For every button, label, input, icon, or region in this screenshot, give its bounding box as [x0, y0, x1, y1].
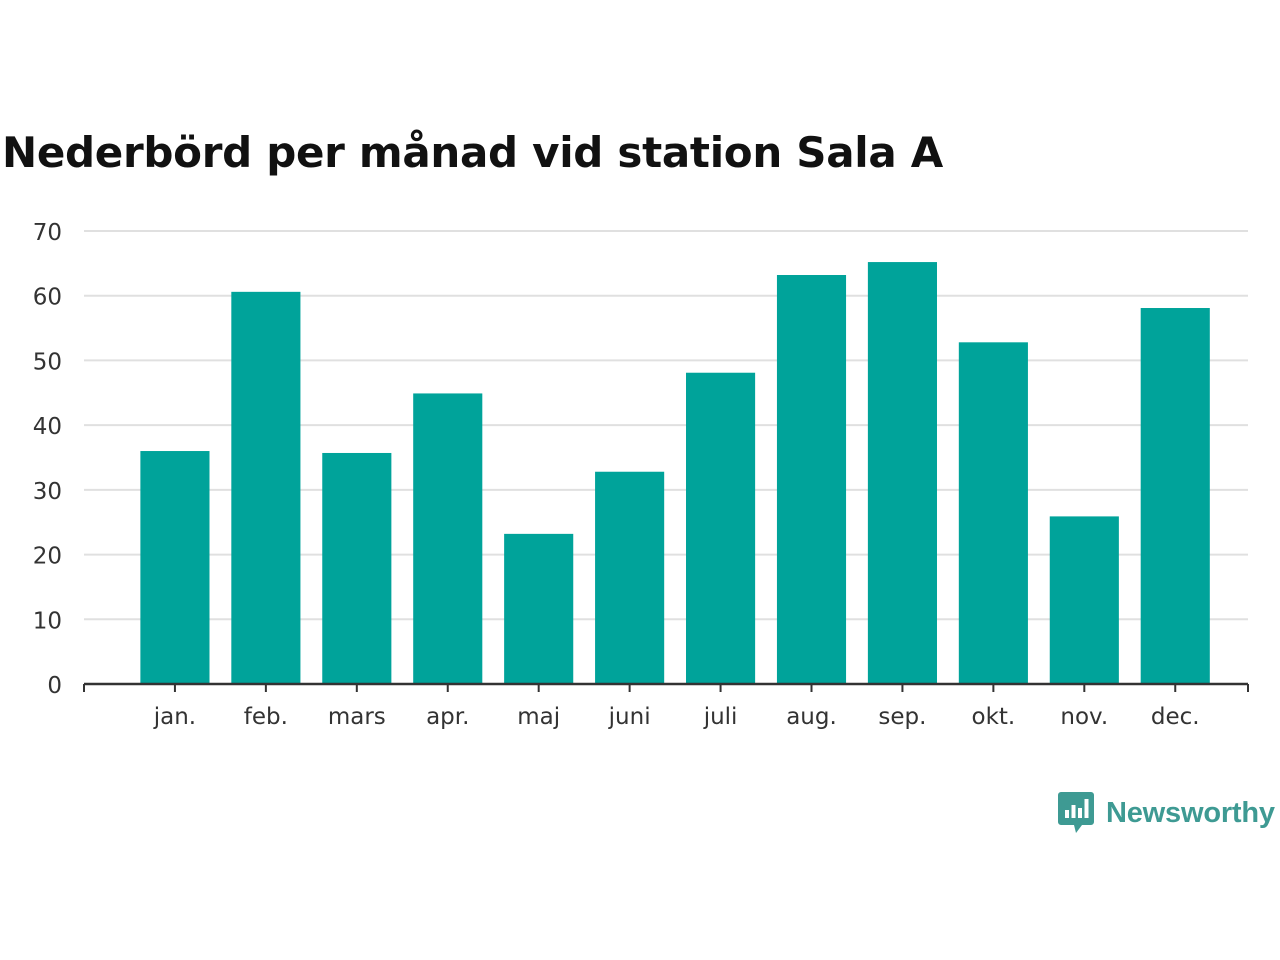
- bar-8: [867, 262, 937, 684]
- newsworthy-logo-icon: [1058, 792, 1094, 833]
- x-tick-label: nov.: [1060, 704, 1108, 730]
- x-tick-label: sep.: [878, 704, 926, 730]
- y-tick-label: 10: [33, 608, 62, 634]
- y-tick-label: 70: [33, 220, 62, 246]
- bar-11: [1140, 308, 1210, 684]
- bar-10: [1049, 516, 1119, 684]
- y-tick-label: 0: [47, 673, 62, 699]
- bar-0: [140, 451, 210, 684]
- x-tick-label: okt.: [972, 704, 1016, 730]
- y-tick-label: 20: [33, 544, 62, 570]
- bar-2: [322, 452, 392, 684]
- bar-1: [231, 291, 301, 684]
- brand-logo: Newsworthy: [1058, 790, 1275, 836]
- x-tick-label: feb.: [244, 704, 288, 730]
- x-tick-label: jan.: [153, 704, 196, 730]
- bar-5: [595, 471, 665, 684]
- y-tick-label: 30: [33, 479, 62, 505]
- bar-6: [686, 372, 756, 684]
- x-tick-label: aug.: [786, 704, 837, 730]
- x-tick-label: juni: [608, 704, 651, 730]
- x-tick-label: juli: [703, 704, 738, 730]
- x-tick-label: mars: [328, 704, 386, 730]
- x-tick-label: apr.: [426, 704, 469, 730]
- y-tick-label: 60: [33, 285, 62, 311]
- x-tick-label: maj: [517, 704, 560, 730]
- y-tick-label: 40: [33, 414, 62, 440]
- y-tick-label: 50: [33, 349, 62, 375]
- bar-7: [776, 275, 847, 684]
- chart-title: Nederbörd per månad vid station Sala A: [2, 128, 943, 177]
- brand-name: Newsworthy: [1106, 796, 1275, 829]
- bar-3: [413, 393, 483, 684]
- x-tick-label: dec.: [1151, 704, 1200, 730]
- bar-4: [504, 533, 574, 684]
- bar-9: [958, 342, 1028, 684]
